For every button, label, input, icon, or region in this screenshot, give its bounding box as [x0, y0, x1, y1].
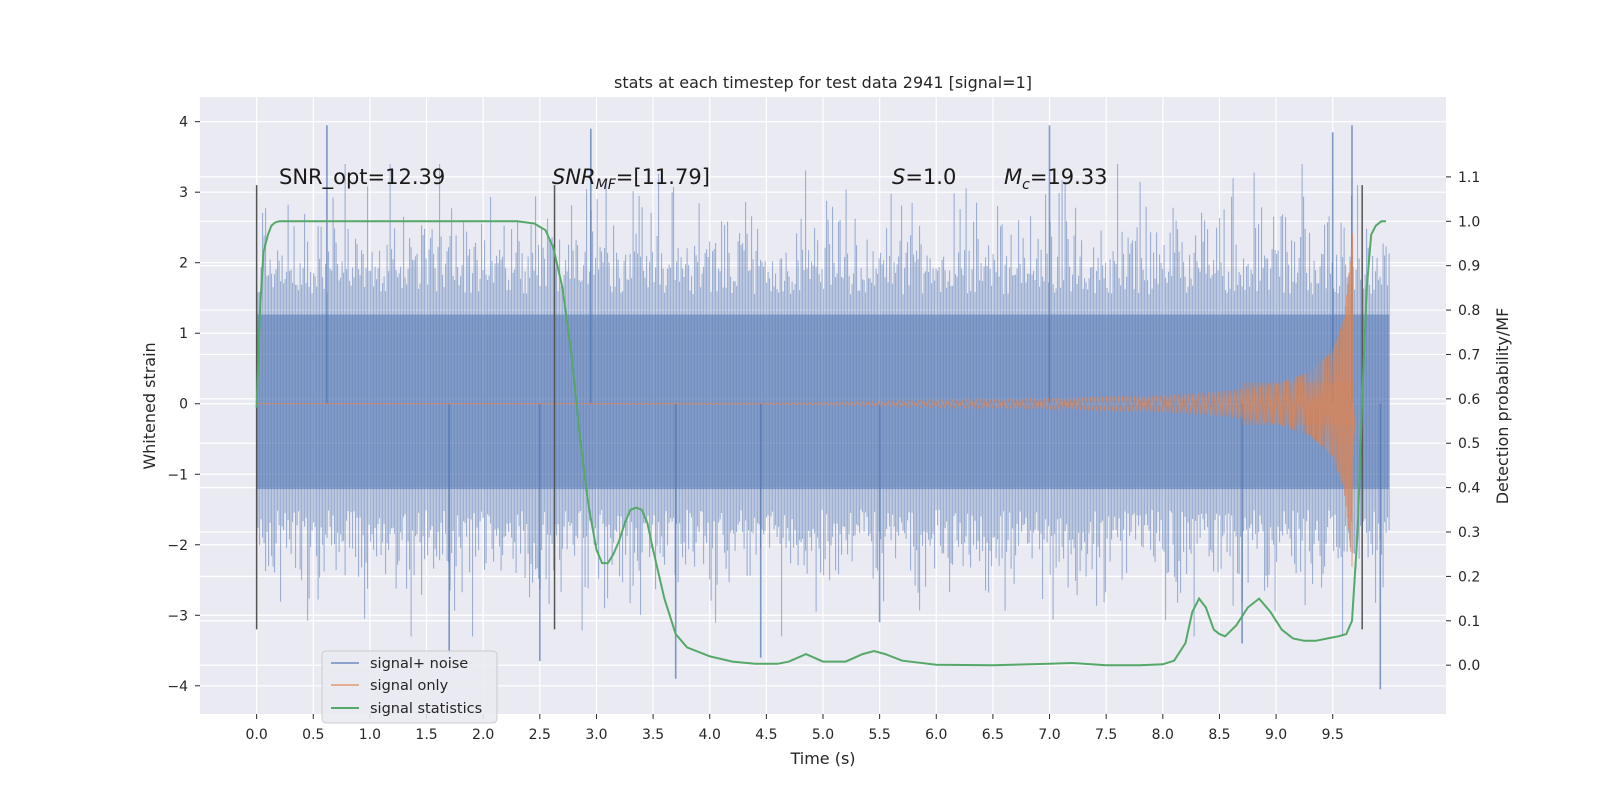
- right-tick-label: 0.6: [1458, 392, 1480, 408]
- legend-box: [321, 650, 498, 724]
- x-tick-label: 0.0: [246, 727, 268, 743]
- legend-label-stats: signal statistics: [370, 701, 482, 717]
- annotation-snr-mf-subscript: MF: [596, 177, 617, 193]
- annotation-snr-mf-value: =[11.79]: [616, 165, 710, 189]
- y-axis-ticks: 4 3 2 1 0 −1 −2 −3 −4: [167, 115, 200, 695]
- y-tick-label: −3: [167, 608, 188, 624]
- annotation-snr-mf: SNRMF=[11.79]: [552, 165, 710, 193]
- x-tick-label: 2.5: [529, 727, 551, 743]
- x-tick-label: 1.0: [359, 727, 381, 743]
- y-tick-label: −2: [167, 538, 188, 554]
- right-tick-label: 0.8: [1458, 303, 1480, 319]
- annotation-s: S=1.0: [892, 165, 956, 189]
- x-tick-label: 3.0: [585, 727, 607, 743]
- annotation-s-value: =1.0: [905, 165, 956, 189]
- right-tick-label: 0.4: [1458, 481, 1480, 497]
- y-tick-label: 3: [179, 185, 188, 201]
- annotation-snr-mf-name: SNR: [552, 165, 596, 189]
- x-tick-label: 6.0: [925, 727, 947, 743]
- x-tick-label: 2.0: [472, 727, 494, 743]
- x-tick-label: 6.5: [982, 727, 1004, 743]
- x-tick-label: 5.5: [869, 727, 891, 743]
- x-tick-label: 0.5: [302, 727, 324, 743]
- legend: signal+ noise signal only signal statist…: [321, 650, 498, 724]
- x-tick-label: 7.0: [1038, 727, 1060, 743]
- x-tick-label: 9.5: [1322, 727, 1344, 743]
- x-axis-label: Time (s): [789, 749, 855, 768]
- annotation-mc-name: M: [1004, 165, 1022, 189]
- signal-chirp-fill: [1242, 382, 1354, 425]
- right-tick-label: 0.5: [1458, 436, 1480, 452]
- y-tick-label: 1: [179, 326, 188, 342]
- right-tick-label: 0.2: [1458, 569, 1480, 585]
- signal-statistics-line: [255, 220, 1386, 667]
- x-tick-label: 4.5: [755, 727, 777, 743]
- legend-label-signal: signal only: [370, 678, 449, 694]
- right-tick-label: 1.0: [1458, 214, 1480, 230]
- legend-label-noise: signal+ noise: [370, 656, 468, 672]
- right-tick-label: 0.1: [1458, 614, 1480, 630]
- y-tick-label: 0: [179, 397, 188, 413]
- x-tick-label: 8.5: [1208, 727, 1230, 743]
- y-tick-label: −4: [167, 679, 188, 695]
- annotation-mc-value: =19.33: [1030, 165, 1108, 189]
- x-tick-label: 7.5: [1095, 727, 1117, 743]
- annotation-mc-subscript: c: [1022, 177, 1030, 193]
- x-tick-label: 9.0: [1265, 727, 1287, 743]
- annotation-snr-opt: SNR_opt=12.39: [279, 165, 445, 190]
- annotation-s-name: S: [892, 165, 905, 189]
- right-axis-ticks: 1.1 1.0 0.9 0.8 0.7 0.6 0.5 0.4 0.3 0.2 0.1 0.0: [1446, 170, 1480, 674]
- signal-only-series: [256, 233, 1356, 567]
- x-tick-label: 3.5: [642, 727, 664, 743]
- right-tick-label: 1.1: [1458, 170, 1480, 186]
- right-axis-label: Detection probability/MF: [1493, 308, 1512, 505]
- x-tick-label: 1.5: [415, 727, 437, 743]
- y-tick-label: −1: [167, 467, 188, 483]
- y-tick-label: 4: [179, 115, 188, 131]
- right-tick-label: 0.0: [1458, 658, 1480, 674]
- x-tick-label: 8.0: [1152, 727, 1174, 743]
- x-tick-label: 4.0: [699, 727, 721, 743]
- signal-plus-noise-series: [256, 125, 1390, 690]
- x-axis-ticks: 0.0 0.5 1.0 1.5 2.0 2.5 3.0 3.5 4.0 4.5 5.0 5.5 6.0 6…: [246, 714, 1344, 743]
- signal-chirp: [256, 233, 1356, 567]
- x-tick-label: 5.0: [812, 727, 834, 743]
- right-tick-label: 0.3: [1458, 525, 1480, 541]
- right-tick-label: 0.7: [1458, 347, 1480, 363]
- noise-peaks: [326, 125, 1382, 690]
- right-tick-label: 0.9: [1458, 259, 1480, 275]
- chart-title: stats at each timestep for test data 294…: [614, 73, 1032, 92]
- y-axis-label: Whitened strain: [140, 342, 159, 469]
- annotation-mc: Mc=19.33: [1004, 165, 1108, 193]
- y-tick-label: 2: [179, 256, 188, 272]
